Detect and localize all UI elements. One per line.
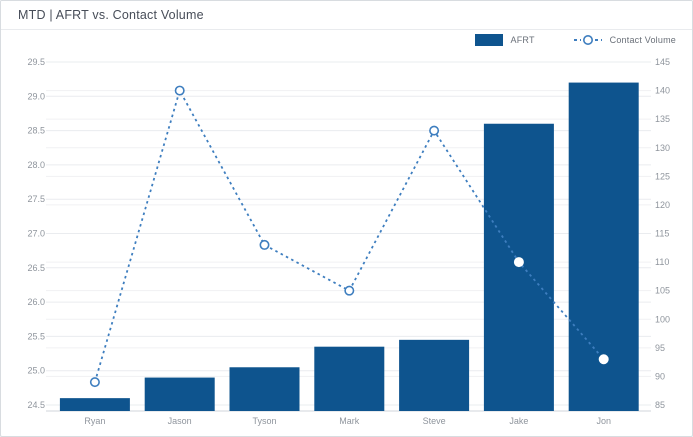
marker-tyson[interactable] — [259, 239, 270, 250]
right-axis-tick: 115 — [655, 229, 669, 239]
left-axis-tick: 24.5 — [27, 400, 45, 410]
left-axis-tick: 28.0 — [27, 160, 45, 170]
left-axis-tick: 27.0 — [27, 229, 45, 239]
left-axis-tick: 25.0 — [27, 366, 45, 376]
left-axis-tick: 26.0 — [27, 297, 45, 307]
legend: AFRT Contact Volume — [474, 34, 676, 46]
right-axis-tick: 125 — [655, 171, 670, 181]
title-bar: MTD | AFRT vs. Contact Volume — [1, 1, 692, 30]
right-axis-tick: 135 — [655, 114, 670, 124]
right-axis-tick: 100 — [655, 314, 670, 324]
bar-jake[interactable] — [483, 123, 554, 412]
marker-jake[interactable] — [513, 257, 524, 268]
right-axis-tick: 85 — [655, 400, 665, 410]
bar-ryan[interactable] — [59, 398, 130, 411]
bar-mark[interactable] — [314, 346, 385, 411]
left-axis-tick: 29.5 — [27, 57, 45, 67]
right-axis-tick: 140 — [655, 86, 670, 96]
right-axis-tick: 95 — [655, 343, 665, 353]
left-axis-tick: 27.5 — [27, 194, 45, 204]
category-label: Jake — [509, 416, 528, 426]
bar-jason[interactable] — [144, 377, 215, 411]
legend-item-contact-volume[interactable]: Contact Volume — [573, 34, 676, 46]
legend-label-afrt: AFRT — [510, 35, 535, 45]
right-axis-tick: 105 — [655, 286, 670, 296]
marker-ryan[interactable] — [89, 377, 100, 388]
category-label: Steve — [423, 416, 446, 426]
marker-jon[interactable] — [598, 354, 609, 365]
left-axis-tick: 28.5 — [27, 126, 45, 136]
category-label: Jason — [168, 416, 192, 426]
marker-steve[interactable] — [429, 125, 440, 136]
category-label: Jon — [596, 416, 611, 426]
right-axis-tick: 90 — [655, 371, 665, 381]
chart-title: MTD | AFRT vs. Contact Volume — [18, 8, 204, 22]
right-axis-tick: 110 — [655, 257, 669, 267]
legend-label-contact-volume: Contact Volume — [609, 35, 676, 45]
marker-mark[interactable] — [344, 285, 355, 296]
left-axis-tick: 25.5 — [27, 331, 45, 341]
legend-item-afrt[interactable]: AFRT — [474, 34, 535, 46]
category-label: Tyson — [252, 416, 276, 426]
bar-series-swatch-icon — [474, 34, 503, 46]
left-axis-tick: 26.5 — [27, 263, 45, 273]
right-axis-tick: 130 — [655, 143, 670, 153]
category-label: Ryan — [84, 416, 105, 426]
bar-steve[interactable] — [399, 339, 470, 411]
category-label: Mark — [339, 416, 359, 426]
marker-jason[interactable] — [174, 85, 185, 96]
bar-tyson[interactable] — [229, 367, 300, 411]
left-axis-tick: 29.0 — [27, 91, 45, 101]
right-axis-tick: 145 — [655, 57, 670, 67]
dashed-line-marker-icon — [573, 35, 602, 45]
right-axis-tick: 120 — [655, 200, 670, 210]
